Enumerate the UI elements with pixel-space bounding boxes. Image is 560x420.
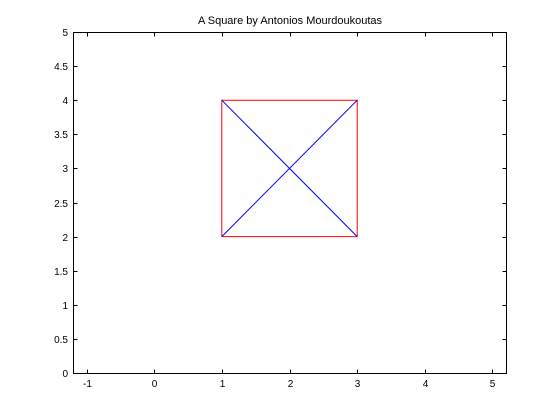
- y-tick-label: 0: [62, 369, 68, 380]
- x-tick-label: 2: [288, 379, 294, 390]
- x-tick-label: 3: [355, 379, 361, 390]
- y-tick-label: 2.5: [54, 199, 68, 210]
- y-tick-label: 3: [62, 164, 68, 175]
- y-tick-label: 5: [62, 28, 68, 39]
- chart-title: A Square by Antonios Mourdoukoutas: [198, 15, 383, 27]
- plot-area: [73, 32, 507, 374]
- y-tick-label: 4: [62, 96, 68, 107]
- x-tick-label: 4: [423, 379, 429, 390]
- series-line-2: [221, 99, 358, 237]
- x-tick-label: -1: [83, 379, 92, 390]
- y-tick-label: 2: [62, 233, 68, 244]
- y-tick-label: 3.5: [54, 130, 68, 141]
- y-tick-label: 1: [62, 301, 68, 312]
- y-tick-label: 0.5: [54, 335, 68, 346]
- axis-ticks: -1 0 1 2 3 4 5 0 0.5 1 1.5 2 2.5 3 3.5 4 4.5 5: [54, 28, 507, 390]
- data-series: [221, 99, 358, 238]
- y-tick-label: 4.5: [54, 62, 68, 73]
- x-tick-label: 5: [490, 379, 496, 390]
- x-tick-label: 1: [220, 379, 226, 390]
- y-tick-label: 1.5: [54, 267, 68, 278]
- x-tick-label: 0: [152, 379, 158, 390]
